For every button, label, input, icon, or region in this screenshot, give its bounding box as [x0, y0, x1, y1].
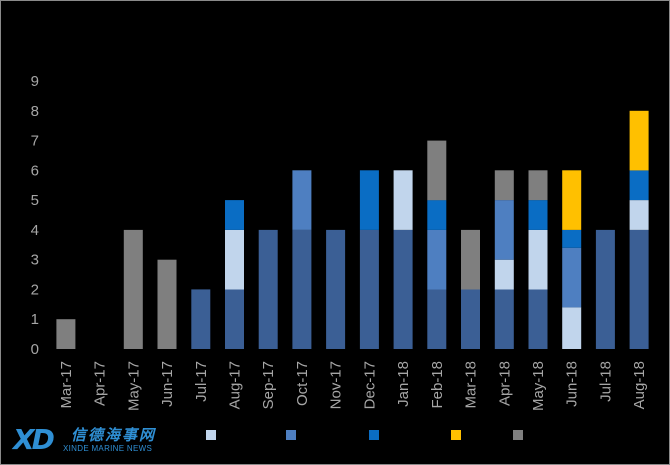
- bar-segment: [393, 170, 413, 230]
- bar-segment: [562, 229, 582, 248]
- bar-segment: [427, 200, 447, 230]
- bar-segment: [359, 170, 379, 230]
- bar-segment: [528, 200, 548, 230]
- bar-segment: [292, 170, 312, 230]
- y-tick-label: 7: [31, 133, 39, 150]
- bar-segment: [56, 319, 76, 349]
- x-tick-label: Apr-17: [92, 361, 109, 406]
- logo-mark: XD: [13, 423, 55, 456]
- logo-name-en: XINDE MARINE NEWS: [63, 444, 153, 453]
- y-tick-label: 6: [31, 162, 39, 179]
- bar-segment: [528, 289, 548, 349]
- x-tick-label: Mar-18: [463, 361, 480, 409]
- x-axis: Mar-17 Apr-17 May-17 Jun-17 Jul-17 Aug-17 Sep-…: [58, 361, 648, 411]
- bar-segment: [427, 140, 447, 201]
- bars: [56, 110, 649, 349]
- y-tick-label: 5: [31, 192, 39, 209]
- y-tick-label: 2: [31, 281, 39, 298]
- x-tick-label: Oct-17: [294, 361, 311, 406]
- bar-segment: [629, 200, 649, 230]
- y-tick-label: 8: [31, 103, 39, 120]
- x-tick-label: Jun-17: [159, 361, 176, 407]
- y-tick-label: 0: [31, 341, 39, 358]
- x-tick-label: Nov-17: [328, 361, 345, 409]
- y-tick-label: 9: [31, 73, 39, 90]
- bar-segment: [258, 229, 278, 349]
- x-tick-label: Aug-17: [227, 361, 244, 409]
- legend-swatch: [206, 430, 216, 440]
- x-tick-label: Apr-18: [496, 361, 513, 406]
- bar-segment: [461, 289, 480, 349]
- bar-segment: [123, 229, 143, 349]
- bar-segment: [629, 229, 649, 349]
- bar-segment: [427, 229, 447, 290]
- legend-swatch: [369, 430, 379, 440]
- bar-segment: [595, 229, 615, 349]
- bar-segment: [326, 229, 346, 349]
- bar-segment: [461, 229, 480, 290]
- bar-segment: [494, 289, 514, 349]
- bar-segment: [629, 110, 649, 171]
- y-tick-label: 1: [31, 311, 39, 328]
- bar-segment: [157, 259, 177, 349]
- x-tick-label: May-17: [125, 361, 142, 411]
- x-tick-label: May-18: [530, 361, 547, 411]
- logo-name-cn: 信德海事网: [71, 426, 157, 444]
- y-tick-label: 3: [31, 252, 39, 269]
- legend-swatch: [286, 430, 296, 440]
- x-tick-label: Aug-18: [631, 361, 648, 409]
- bar-segment: [191, 289, 211, 349]
- bar-segment: [427, 289, 447, 349]
- y-axis: 0 1 2 3 4 5 6 7 8 9: [31, 73, 39, 358]
- bar-segment: [528, 170, 548, 201]
- xinde-logo: XD 信德海事网 XINDE MARINE NEWS: [13, 425, 163, 461]
- x-tick-label: Dec-17: [361, 361, 378, 409]
- bar-segment: [562, 247, 582, 308]
- bar-segment: [494, 200, 514, 260]
- x-tick-label: Jul-17: [193, 361, 210, 402]
- legend-swatch: [513, 430, 523, 440]
- y-tick-label: 4: [31, 222, 39, 239]
- legend: [206, 430, 523, 440]
- bar-segment: [393, 229, 413, 349]
- legend-swatch: [451, 430, 461, 440]
- bar-segment: [629, 170, 649, 201]
- x-tick-label: Jan-18: [395, 361, 412, 407]
- bar-segment: [359, 229, 379, 349]
- x-tick-label: Feb-18: [429, 361, 446, 409]
- x-tick-label: Jul-18: [597, 361, 614, 402]
- bar-segment: [292, 229, 312, 349]
- bar-segment: [528, 229, 548, 290]
- x-tick-label: Jun-18: [564, 361, 581, 407]
- bar-segment: [494, 259, 514, 290]
- bar-segment: [225, 289, 244, 349]
- bar-segment: [562, 307, 582, 349]
- bar-segment: [225, 229, 244, 290]
- bar-segment: [562, 170, 582, 230]
- bar-segment: [225, 200, 244, 230]
- bar-segment: [494, 170, 514, 201]
- x-tick-label: Sep-17: [260, 361, 277, 409]
- x-tick-label: Mar-17: [58, 361, 75, 409]
